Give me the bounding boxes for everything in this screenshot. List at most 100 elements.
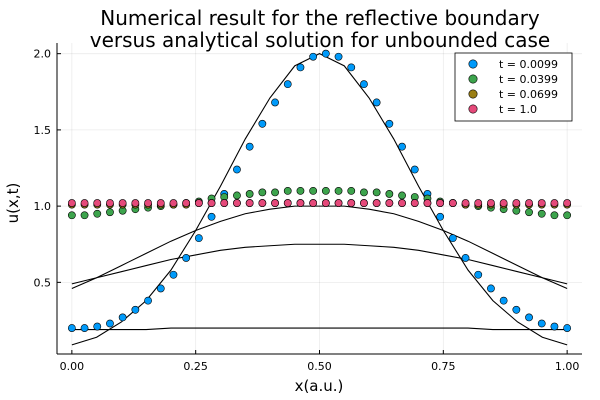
data-point [347, 63, 356, 72]
data-point [283, 186, 292, 195]
data-point [207, 212, 216, 221]
data-point [67, 211, 76, 220]
data-point [537, 209, 546, 218]
x-axis-label: x(a.u.) [295, 377, 344, 395]
data-point [423, 199, 432, 207]
legend-marker [468, 59, 478, 69]
data-point [233, 191, 241, 200]
data-point [144, 199, 152, 207]
y-tick-label: 2.0 [34, 48, 52, 61]
data-point [372, 188, 381, 197]
data-point [296, 199, 305, 207]
data-point [245, 190, 254, 198]
data-point [156, 199, 165, 207]
data-point [80, 324, 89, 332]
y-axis-label: u(x,t) [4, 183, 22, 224]
x-tick-label: 0.25 [183, 360, 208, 373]
data-point [67, 199, 76, 207]
data-point [182, 199, 191, 207]
data-point [499, 199, 508, 207]
data-point [194, 234, 203, 243]
data-point [525, 208, 533, 217]
data-point [334, 199, 343, 207]
data-point [271, 188, 279, 197]
data-point [258, 119, 267, 128]
y-tick-label: 0.5 [34, 276, 52, 289]
analytical-curve [71, 327, 568, 331]
data-point [398, 191, 406, 200]
y-tick-label: 1.0 [34, 200, 52, 213]
series-group [67, 49, 572, 332]
x-tick-label: 0.00 [60, 360, 85, 373]
legend-label: t = 0.0699 [499, 88, 558, 101]
data-point [512, 305, 521, 314]
data-point [309, 52, 318, 61]
data-point [169, 270, 178, 279]
data-point [182, 254, 191, 262]
data-point [550, 211, 559, 220]
analytical-curve [71, 243, 568, 285]
data-point [233, 199, 241, 207]
data-point [385, 199, 394, 207]
data-point [410, 165, 419, 174]
data-point [67, 324, 76, 332]
legend-label: t = 0.0099 [499, 58, 558, 71]
data-point [525, 199, 533, 207]
data-point [360, 80, 368, 89]
data-point [372, 199, 381, 207]
legend-marker [468, 104, 478, 114]
analytical-curve [71, 205, 568, 289]
data-point [258, 199, 267, 207]
data-series [67, 49, 572, 332]
data-point [296, 186, 305, 195]
data-point [385, 119, 394, 128]
data-point [144, 296, 152, 305]
data-point [525, 313, 533, 322]
data-point [550, 322, 559, 331]
data-point [207, 199, 216, 207]
data-point [169, 199, 178, 207]
data-point [360, 188, 368, 197]
data-point [80, 199, 89, 207]
data-point [499, 296, 508, 305]
y-tick-label: 1.5 [34, 124, 52, 137]
data-point [436, 199, 445, 207]
data-point [309, 199, 318, 207]
data-point [93, 209, 102, 218]
legend-marker [468, 89, 478, 99]
data-point [347, 186, 356, 195]
analytical-curves [71, 53, 568, 346]
data-point [563, 211, 572, 220]
data-point [321, 199, 330, 207]
data-point [283, 199, 292, 207]
data-point [360, 199, 368, 207]
data-point [385, 190, 394, 198]
data-point [106, 199, 114, 207]
data-point [245, 199, 254, 207]
series-group [67, 199, 572, 207]
chart-title: Numerical result for the reflective boun… [90, 6, 550, 52]
data-point [106, 208, 114, 217]
data-point [410, 199, 419, 207]
data-point [487, 199, 495, 207]
data-point [461, 199, 470, 207]
x-tick-label: 0.75 [431, 360, 456, 373]
data-point [106, 319, 114, 328]
data-point [334, 52, 343, 61]
data-point [283, 80, 292, 89]
data-point [474, 270, 483, 279]
legend-label: t = 0.0399 [499, 73, 558, 86]
data-point [296, 63, 305, 72]
tick-labels: 0.00 0.25 0.50 0.75 1.00 0.5 1.0 1.5 2.0 [34, 48, 580, 373]
data-point [194, 199, 203, 207]
data-point [550, 199, 559, 207]
data-point [321, 49, 330, 58]
data-point [334, 186, 343, 195]
data-point [271, 199, 279, 207]
chart-title-line: versus analytical solution for unbounded… [90, 28, 550, 52]
legend: t = 0.0099 t = 0.0399 t = 0.0699 t = 1.0 [454, 52, 573, 122]
data-point [131, 199, 140, 207]
data-point [258, 188, 267, 197]
x-tick-label: 1.00 [555, 360, 580, 373]
